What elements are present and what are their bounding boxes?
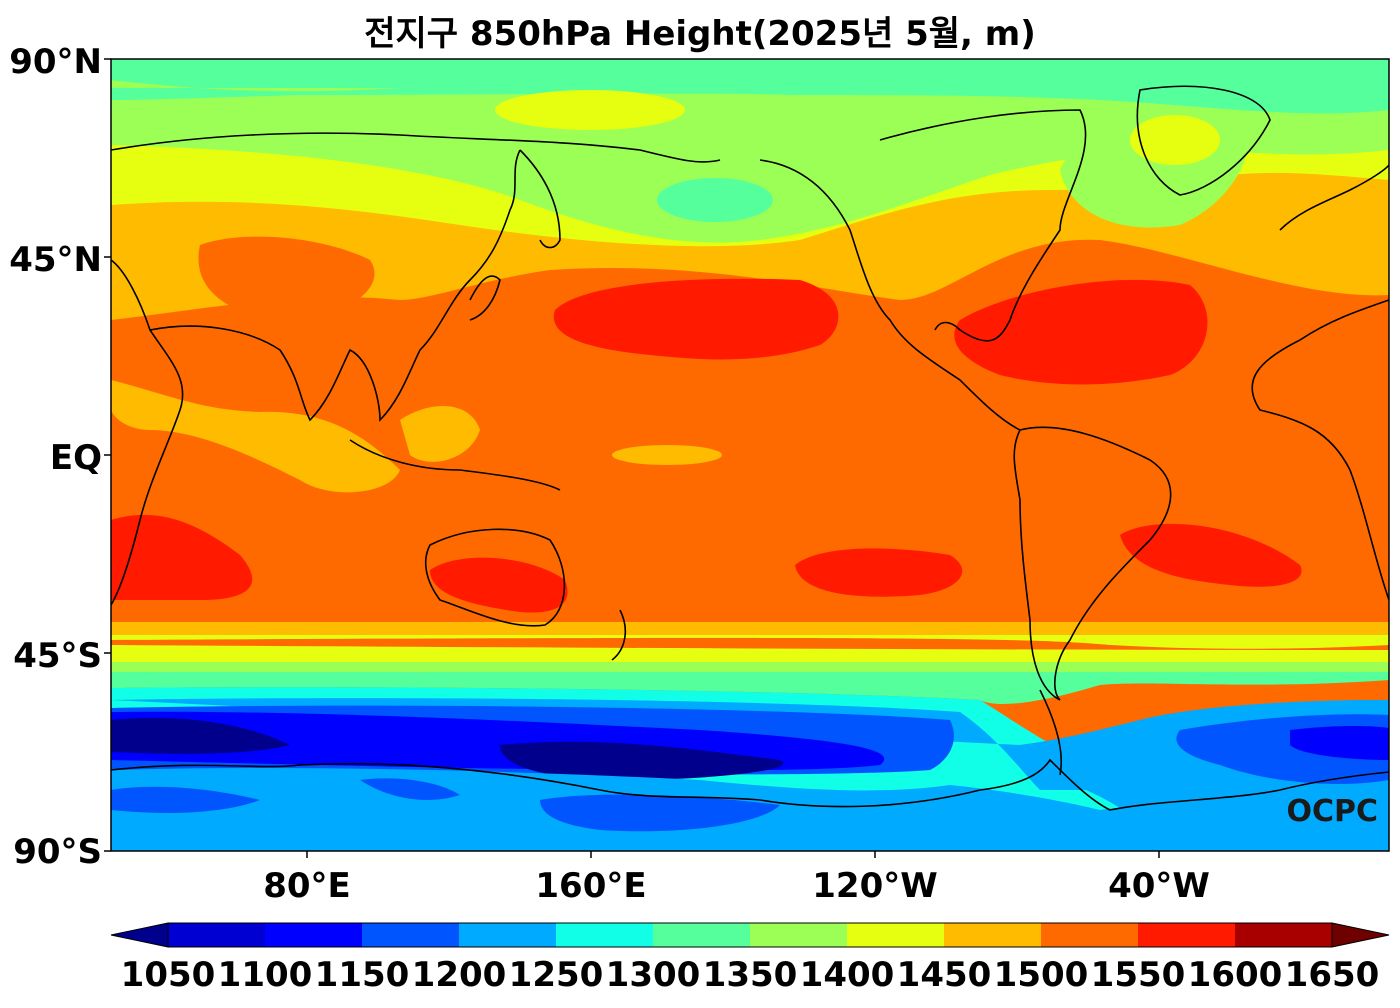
colorbar-tick-label: 1150 [314, 955, 410, 995]
colorbar-tick-label: 1250 [508, 955, 604, 995]
s-pacific-high [795, 548, 963, 597]
contour-fill [111, 59, 1389, 851]
credit-watermark: OCPC [1286, 794, 1378, 829]
xtick-label: 40°W [1108, 866, 1210, 906]
colorbar-tick-label: 1350 [702, 955, 798, 995]
australia-high [430, 557, 568, 613]
colorbar-tick-label: 1300 [605, 955, 701, 995]
colorbar-tick-label: 1400 [799, 955, 895, 995]
colorbar-tick-label: 1600 [1187, 955, 1283, 995]
ytick-label: EQ [49, 438, 102, 478]
bering-low [657, 178, 773, 222]
y-ticks [104, 58, 111, 852]
xtick-label: 120°W [812, 866, 938, 906]
colorbar-tick-label: 1050 [120, 955, 216, 995]
xtick-label: 80°E [263, 866, 351, 906]
azores-high [954, 279, 1208, 385]
ytick-label: 90°S [13, 832, 102, 872]
antarctic-low [500, 741, 784, 781]
colorbar-tick-label: 1550 [1090, 955, 1186, 995]
colorbar-tick-label: 1500 [993, 955, 1089, 995]
s-atlantic-high [1120, 523, 1302, 587]
x-ticks [306, 851, 1160, 858]
band-1350-1400 [111, 59, 1389, 243]
ytick-label: 45°S [13, 636, 102, 676]
north-pacific-high [553, 278, 839, 360]
ytick-label: 90°N [9, 42, 102, 82]
chart-title: 전지구 850hPa Height(2025년 5월, m) [364, 14, 1036, 54]
colorbar-tick-label: 1100 [217, 955, 313, 995]
coastlines [111, 85, 1389, 811]
colorbar-tick-label: 1200 [411, 955, 507, 995]
colorbar-tick-label: 1650 [1284, 955, 1380, 995]
colorbar-tick-label: 1450 [896, 955, 992, 995]
band-1300-1350 [111, 59, 1389, 114]
xtick-label: 160°E [535, 866, 647, 906]
ytick-label: 45°N [9, 240, 102, 280]
s-indian-high [111, 514, 253, 600]
